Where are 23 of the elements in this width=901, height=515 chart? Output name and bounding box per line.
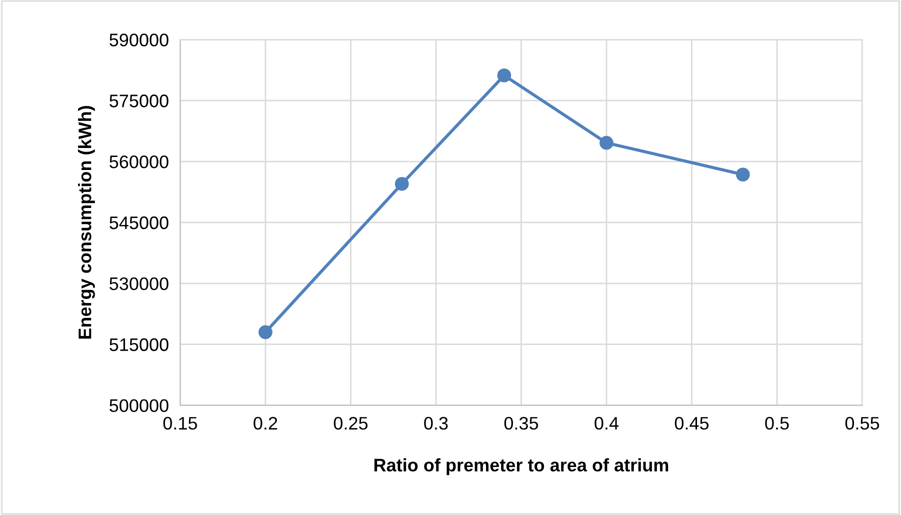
x-tick-label: 0.25 <box>334 416 368 430</box>
y-tick-label: 515000 <box>110 338 168 352</box>
point <box>394 176 409 191</box>
y-tick-label: 530000 <box>110 277 168 290</box>
point <box>736 168 750 182</box>
point <box>258 325 272 340</box>
x-tick-label: 0.3 <box>424 416 448 430</box>
x-tick-label: 0.15 <box>163 416 198 430</box>
point <box>497 68 512 82</box>
x-tick-label: 0.35 <box>504 416 538 430</box>
x-axis-title: Ratio of premeter to area of atrium <box>374 458 668 476</box>
x-tick-label: 0.4 <box>594 416 619 430</box>
x-tick-label: 0.2 <box>254 416 278 430</box>
y-tick-label: 545000 <box>110 216 168 230</box>
y-tick-label: 500000 <box>110 399 168 412</box>
x-tick-label: 0.5 <box>765 416 789 430</box>
y-tick-label: 560000 <box>110 155 168 168</box>
y-tick-label: 575000 <box>110 94 168 108</box>
y-tick-label: 590000 <box>110 34 168 46</box>
y-axis-title: Energy consumption (kWh) <box>78 106 95 339</box>
point <box>600 136 614 150</box>
x-tick-label: 0.45 <box>674 416 709 430</box>
x-tick-label: 0.55 <box>845 416 880 430</box>
